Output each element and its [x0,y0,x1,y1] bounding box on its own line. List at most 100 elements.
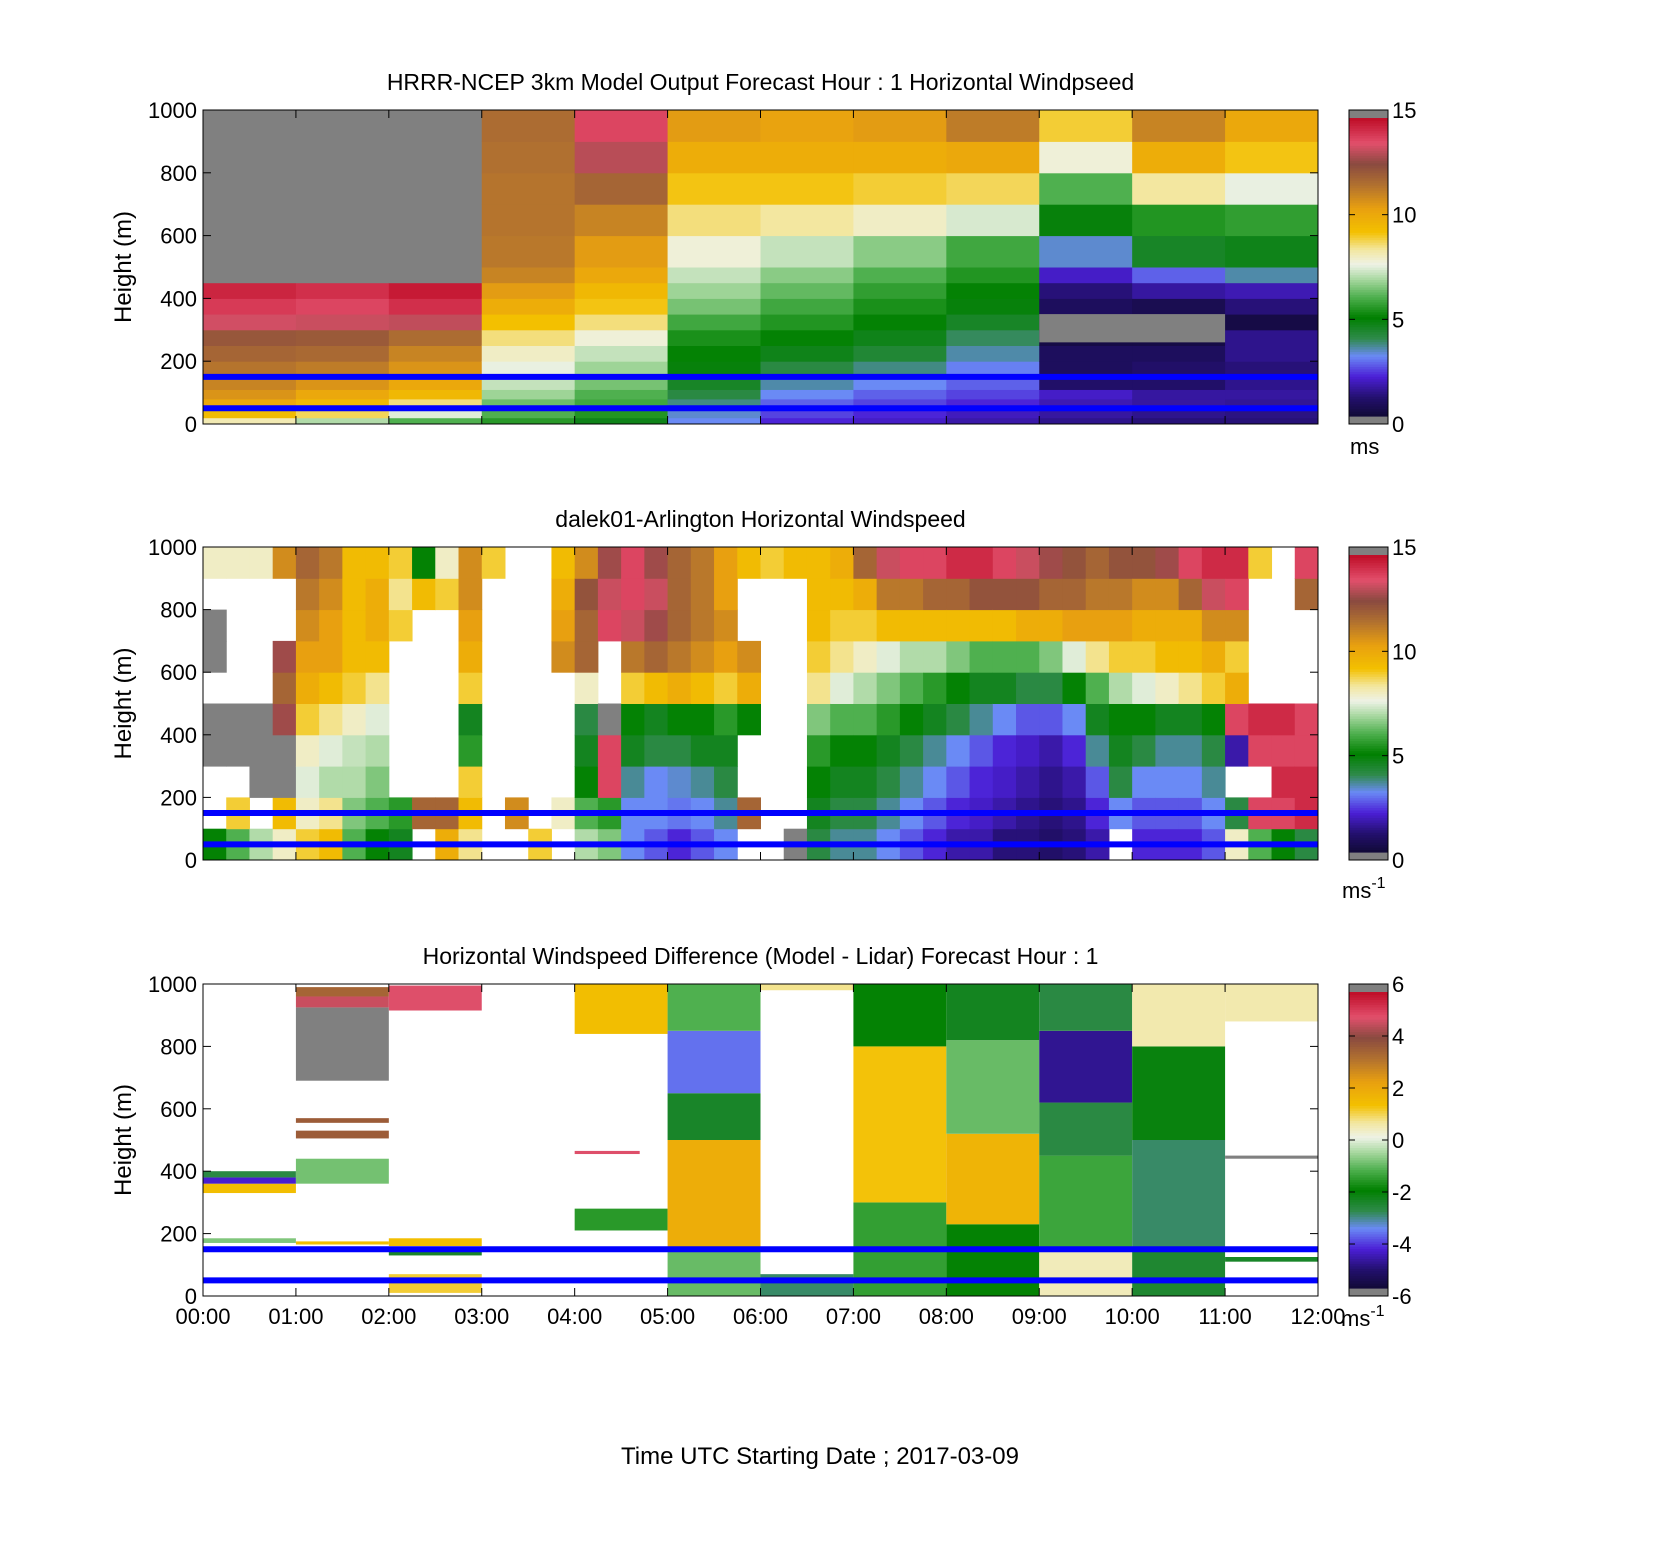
colorbar-swatch [1349,691,1388,695]
heatmap-cell [319,672,343,704]
heatmap-cell [319,578,343,611]
heatmap-cell [714,547,738,579]
colorbar-swatch [1349,708,1388,712]
heatmap-cell [388,398,483,409]
heatmap-cell [1132,417,1226,424]
colorbar-swatch [1349,705,1388,710]
colorbar-swatch [1349,1115,1388,1119]
heatmap-cell [621,640,645,673]
heatmap-cell [1155,609,1180,642]
heatmap-cell [481,141,576,174]
heatmap-cell [1108,547,1133,579]
colorbar-swatch [1349,1184,1388,1188]
y-axis-label: Height (m) [110,1084,137,1196]
colorbar-swatch [1349,829,1388,833]
heatmap-cell [1132,376,1226,390]
heatmap-cell [830,703,854,736]
heatmap-cell [899,578,924,611]
heatmap-cell [923,672,947,704]
colorbar-underflow [1349,416,1388,424]
colorbar-tick-label: -2 [1392,1180,1412,1205]
colorbar-swatch [1349,1253,1388,1257]
colorbar-swatch [1349,190,1388,194]
heatmap-cell [1039,267,1133,284]
heatmap-cell [644,640,669,673]
colorbar-swatch [1349,616,1388,620]
colorbar-swatch [1349,234,1388,238]
heatmap-cell [946,361,1040,378]
x-tick-label: 12:00 [1290,1304,1345,1329]
colorbar-swatch [1349,587,1388,591]
colorbar-swatch [1349,1075,1388,1079]
heatmap-cell [667,298,761,315]
heatmap-cell [342,734,367,767]
heatmap-band [946,984,1040,1041]
heatmap-cell [1039,172,1133,205]
heatmap-cell [551,640,576,673]
heatmap-cell [1016,640,1040,673]
colorbar-swatch [1349,787,1388,791]
colorbar-swatch [1349,132,1388,136]
heatmap-cell [923,703,947,736]
heatmap-cell [1039,408,1133,419]
heatmap-cell [203,298,297,315]
heatmap-cell [760,376,854,390]
y-tick-label: 400 [160,723,197,748]
heatmap-cell [1085,578,1110,611]
heatmap-cell [1132,766,1156,798]
colorbar-swatch [1349,1031,1388,1035]
colorbar-swatch [1349,777,1388,781]
heatmap-cell [481,235,576,268]
heatmap-cell [853,329,947,346]
heatmap-cell [1178,578,1203,611]
colorbar-swatch [1349,145,1388,149]
heatmap-cell [644,703,669,736]
heatmap-cell [667,640,692,673]
colorbar-swatch [1349,254,1388,258]
colorbar-swatch [1349,1135,1388,1139]
colorbar-swatch [1349,1078,1388,1082]
colorbar-swatch [1349,676,1388,680]
colorbar-swatch [1349,334,1388,338]
colorbar-swatch [1349,1024,1388,1028]
heatmap-cell [481,376,576,390]
heatmap-cell [365,640,390,673]
heatmap-cell [1225,578,1249,611]
colorbar-swatch [1349,172,1388,176]
heatmap-cell [597,547,622,579]
heatmap-cell [621,766,645,798]
heatmap-cell [295,547,320,579]
heatmap-cell [1248,734,1273,767]
colorbar-swatch [1349,1231,1388,1235]
heatmap-cell [1225,640,1249,673]
heatmap-cell [899,734,924,767]
heatmap-cell [295,766,320,798]
heatmap-cell [1062,609,1087,642]
colorbar-swatch [1349,626,1388,630]
heatmap-cell [690,547,715,579]
colorbar-swatch [1349,135,1388,139]
panel-3: 0 200 400 600 800 1000 00:00 01:00 02:00 03:00 04:… [110,943,1412,1331]
heatmap-cell [1016,547,1040,579]
colorbar-swatch [1349,142,1388,146]
heatmap-cell [1108,609,1133,642]
colorbar-swatch [1349,229,1388,233]
colorbar-swatch [1349,157,1388,161]
colorbar-swatch [1349,341,1388,345]
heatmap-cell [458,703,483,736]
colorbar-swatch [1349,1070,1388,1074]
heatmap-cell [1155,734,1180,767]
colorbar-swatch [1349,1177,1388,1181]
heatmap-cell [1085,734,1110,767]
colorbar-swatch [1349,1021,1388,1025]
heatmap-cell [946,172,1040,205]
colorbar-swatch [1349,582,1388,586]
heatmap-cell [760,235,854,268]
heatmap-cell [1225,547,1249,579]
colorbar-swatch [1349,770,1388,774]
heatmap-cell [481,547,506,579]
heatmap-cell [1132,640,1156,673]
heatmap-cell [621,609,645,642]
heatmap-cell [1108,672,1133,704]
colorbar-swatch [1349,1189,1388,1193]
